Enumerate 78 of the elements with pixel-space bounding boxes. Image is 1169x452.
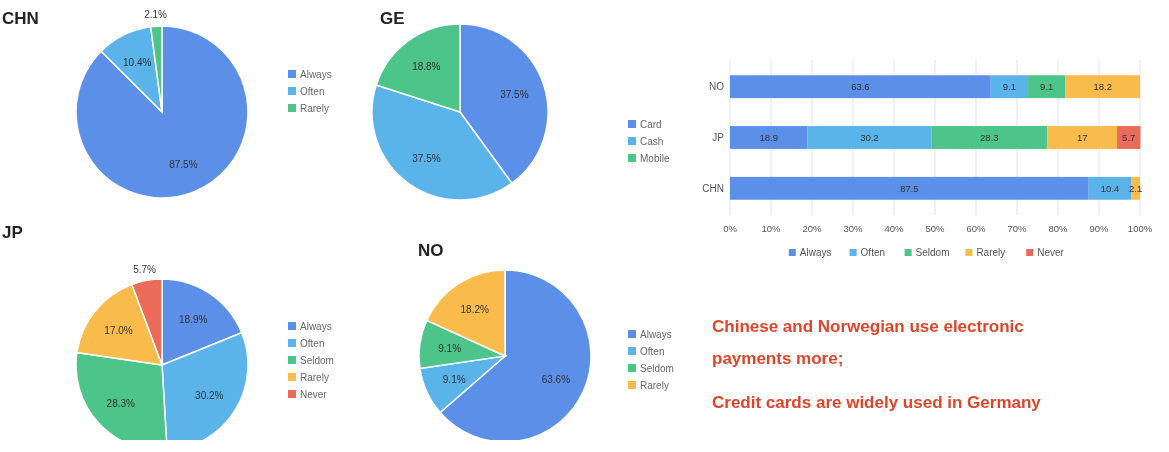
data-label: 18.2%: [460, 303, 490, 315]
bar: [1028, 75, 1066, 99]
legend-label: Seldom: [915, 247, 950, 258]
x-tick-label: 30%: [843, 223, 864, 234]
data-label: 18.8%: [412, 60, 441, 72]
x-tick-label: 40%: [884, 223, 905, 234]
chart-title: JP: [2, 223, 23, 242]
data-label: 28.3%: [106, 397, 136, 409]
legend-label: Never: [1037, 247, 1065, 258]
pie-slice: [75, 25, 249, 199]
x-tick-label: 20%: [802, 223, 823, 234]
legend-label: Often: [300, 86, 325, 97]
bar: [730, 176, 1089, 200]
legend-label: Often: [860, 247, 886, 258]
data-label: 63.6: [851, 81, 870, 93]
legend-label: Rarely: [976, 247, 1006, 258]
chart-title: CHN: [2, 9, 39, 28]
data-label: 63.6%: [541, 374, 571, 386]
bar: [730, 75, 991, 99]
data-label: 10.4%: [123, 56, 152, 68]
data-label: 10.4: [1100, 182, 1120, 194]
data-label: 18.2: [1093, 81, 1112, 93]
text: Credit cards are widely used in Germany: [712, 393, 1042, 412]
data-label: 17.0%: [104, 324, 133, 336]
legend-label: Always: [300, 321, 332, 332]
data-label: 37.5%: [412, 153, 441, 165]
bar: [1065, 75, 1140, 99]
x-tick-label: 10%: [761, 223, 782, 234]
data-label: 5.7%: [133, 263, 157, 275]
x-tick-label: 100%: [1127, 223, 1153, 234]
legend-label: Card: [640, 119, 662, 130]
bar: [931, 126, 1048, 149]
legend-label: Mobile: [640, 153, 670, 164]
text: payments more;: [712, 349, 844, 368]
x-tick-label: 80%: [1048, 223, 1069, 234]
legend-label: Rarely: [300, 372, 329, 383]
legend-label: Rarely: [640, 380, 669, 391]
x-tick-label: 0%: [723, 223, 738, 234]
x-tick-label: 60%: [966, 223, 987, 234]
data-label: 2.1%: [144, 9, 168, 21]
legend-label: Seldom: [300, 355, 334, 366]
data-label: 17: [1076, 132, 1088, 143]
data-label: 9.1: [1040, 81, 1054, 93]
bar: [1047, 126, 1118, 149]
text: Chinese and Norwegian use electronic: [712, 317, 1024, 336]
legend-label: Always: [640, 329, 672, 340]
legend-label: Often: [640, 346, 665, 357]
legend-label: Never: [300, 389, 328, 400]
legend-label: Seldom: [640, 363, 674, 374]
x-tick-label: 90%: [1089, 223, 1110, 234]
bar: [807, 126, 932, 149]
bar: [1117, 126, 1141, 149]
chart-title: GE: [380, 9, 405, 28]
legend-label: Always: [300, 69, 332, 80]
data-label: 18.9: [759, 132, 778, 143]
legend-label: Always: [799, 247, 832, 258]
y-tick-label: CHN: [702, 182, 724, 194]
x-tick-label: 50%: [925, 223, 946, 234]
legend-label: Often: [300, 338, 325, 349]
data-label: 30.2: [860, 132, 879, 143]
legend-label: Rarely: [300, 103, 329, 114]
y-tick-label: NO: [709, 81, 725, 93]
data-label: 5.7: [1122, 132, 1136, 143]
data-label: 37.5%: [500, 89, 529, 101]
y-tick-label: JP: [712, 132, 725, 143]
legend-label: Cash: [640, 136, 664, 147]
data-label: 30.2%: [195, 389, 224, 401]
chart-title: NO: [418, 241, 444, 260]
data-label: 9.1%: [438, 343, 462, 355]
data-label: 9.1: [1002, 81, 1017, 93]
x-tick-label: 70%: [1007, 223, 1028, 234]
data-label: 87.5: [900, 182, 919, 194]
data-label: 28.3: [980, 132, 999, 143]
data-label: 87.5%: [169, 158, 198, 170]
data-label: 18.9%: [179, 313, 208, 325]
bar: [990, 75, 1029, 99]
bar: [730, 126, 808, 149]
data-label: 9.1%: [442, 374, 466, 386]
